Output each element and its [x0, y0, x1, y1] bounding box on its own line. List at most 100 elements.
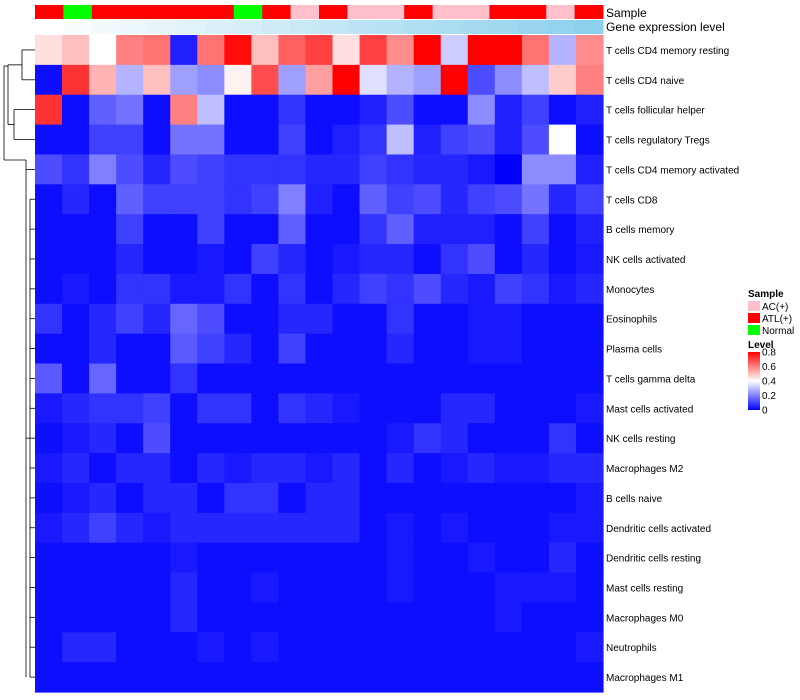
heatmap-cell [440, 662, 469, 693]
heatmap-cell [467, 423, 496, 454]
expression-annotation-cell [290, 20, 320, 34]
heatmap-cell [197, 124, 225, 156]
heatmap-cell [305, 64, 334, 96]
heatmap-cell [575, 482, 604, 514]
heatmap-cell [521, 214, 550, 245]
heatmap-cell [440, 453, 469, 484]
legend-label: Normal [762, 326, 794, 337]
legend-swatch [748, 301, 760, 311]
heatmap-cell [359, 453, 388, 484]
heatmap-cell [62, 214, 90, 245]
heatmap-cell [548, 273, 577, 305]
heatmap-cell [386, 482, 415, 514]
row-label: Eosinophils [606, 315, 657, 326]
heatmap-cell [521, 363, 550, 394]
heatmap-cell [278, 154, 307, 185]
heatmap-cell [62, 363, 90, 394]
heatmap-cell [575, 512, 604, 544]
heatmap-cell [170, 64, 198, 96]
heatmap-cell [62, 244, 90, 275]
heatmap-cell [251, 662, 280, 693]
legend-sample-title: Sample [748, 289, 784, 300]
colorbar-tick-label: 0 [762, 406, 768, 417]
heatmap-cell [359, 542, 388, 574]
heatmap-cell [197, 333, 225, 365]
heatmap-cell [35, 662, 63, 693]
heatmap-cell [62, 632, 90, 663]
expression-annotation-cell [546, 20, 576, 34]
heatmap-cell [494, 453, 523, 484]
heatmap-cell [143, 244, 171, 275]
heatmap-cell [521, 662, 550, 693]
heatmap-cell [89, 542, 117, 574]
heatmap-cell [116, 214, 144, 245]
heatmap-cell [35, 632, 63, 663]
heatmap-cell [548, 512, 577, 544]
heatmap-cell [35, 94, 63, 126]
heatmap-cell [170, 602, 198, 633]
heatmap-cell [170, 124, 198, 156]
heatmap-cell [386, 662, 415, 693]
heatmap-cell [305, 273, 334, 305]
heatmap-cell [332, 632, 361, 663]
heatmap-cell [305, 363, 334, 394]
heatmap-cell [197, 363, 225, 394]
heatmap-cell [143, 453, 171, 484]
row-label: Mast cells resting [606, 583, 683, 594]
heatmap-cell [35, 453, 63, 484]
heatmap-cell [305, 244, 334, 275]
heatmap-cell [494, 35, 523, 66]
sample-annotation-cell [262, 5, 292, 19]
heatmap-cell [224, 64, 252, 96]
heatmap-cell [467, 393, 496, 424]
heatmap-cell [89, 35, 117, 66]
heatmap-cell [494, 632, 523, 663]
heatmap-cell [224, 363, 252, 394]
heatmap-cell [494, 184, 523, 215]
expression-annotation-cell [574, 20, 604, 34]
heatmap-cell [278, 453, 307, 484]
heatmap-cell [116, 244, 144, 275]
heatmap-cell [116, 602, 144, 633]
heatmap-cell [494, 393, 523, 424]
heatmap-cell [494, 572, 523, 604]
heatmap-cell [170, 333, 198, 365]
heatmap-cell [548, 393, 577, 424]
heatmap-cell [575, 94, 604, 126]
heatmap-cells [35, 35, 604, 693]
heatmap-cell [332, 333, 361, 365]
heatmap-cell [62, 572, 90, 604]
heatmap-cell [575, 602, 604, 633]
row-label: T cells CD4 naive [606, 76, 685, 87]
heatmap-cell [494, 662, 523, 693]
heatmap-cell [278, 632, 307, 663]
heatmap-cell [494, 273, 523, 305]
heatmap-cell [35, 124, 63, 156]
heatmap-cell [116, 423, 144, 454]
heatmap-cell [35, 303, 63, 335]
heatmap-cell [440, 482, 469, 514]
heatmap-cell [386, 333, 415, 365]
heatmap-cell [224, 632, 252, 663]
heatmap-cell [332, 602, 361, 633]
heatmap-cell [467, 94, 496, 126]
row-label: NK cells activated [606, 255, 685, 266]
heatmap-cell [548, 482, 577, 514]
heatmap-cell [440, 184, 469, 215]
heatmap-cell [386, 214, 415, 245]
heatmap-cell [197, 572, 225, 604]
heatmap-cell [440, 244, 469, 275]
heatmap-cell [359, 393, 388, 424]
heatmap-cell [467, 453, 496, 484]
heatmap-cell [251, 64, 280, 96]
heatmap-cell [278, 662, 307, 693]
heatmap-cell [305, 333, 334, 365]
heatmap-cell [359, 35, 388, 66]
heatmap-cell [143, 363, 171, 394]
heatmap-cell [413, 482, 442, 514]
heatmap-cell [521, 35, 550, 66]
heatmap-cell [305, 542, 334, 574]
sample-annotation-cell [319, 5, 348, 19]
heatmap-cell [305, 512, 334, 544]
expression-annotation-cell [432, 20, 462, 34]
